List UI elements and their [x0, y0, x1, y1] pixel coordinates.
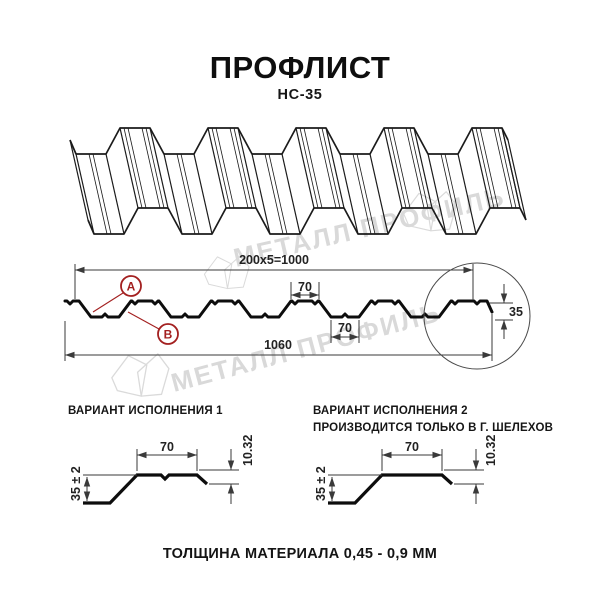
brand-logo-icon [111, 353, 170, 397]
callout-b-label: B [164, 328, 173, 342]
thickness-note: ТОЛЩИНА МАТЕРИАЛА 0,45 - 0,9 ММ [162, 546, 438, 562]
dim-top-flange: 70 [298, 280, 312, 294]
variant2-heading-line2: ПРОИЗВОДИТСЯ ТОЛЬКО В Г. ШЕЛЕХОВ [313, 422, 554, 434]
v2-dim-lip: 10.32 [484, 435, 498, 466]
v1-dim-lip: 10.32 [241, 435, 255, 466]
cross-section [63, 299, 494, 319]
profile-code: НС-35 [277, 87, 323, 103]
dim-coverage: 200x5=1000 [239, 253, 309, 267]
dim-total-width: 1060 [264, 338, 292, 352]
v2-dim-height: 35 ± 2 [314, 466, 328, 501]
callout-a-label: A [127, 280, 136, 294]
page-title: ПРОФЛИСТ [209, 50, 391, 85]
variant2-heading-line1: ВАРИАНТ ИСПОЛНЕНИЯ 2 [313, 405, 468, 417]
dim-bottom-flange: 70 [338, 321, 352, 335]
watermark-text: МЕТАЛЛ ПРОФИЛЬ [168, 297, 444, 398]
variant1-drawing: 70 10.32 35 ± 2 [69, 435, 255, 505]
v1-dim-height: 35 ± 2 [69, 466, 83, 501]
v1-dim-top: 70 [160, 440, 174, 454]
variant2-drawing: 70 10.32 35 ± 2 [314, 435, 498, 505]
sheet-3d-view [69, 127, 527, 235]
variant1-heading: ВАРИАНТ ИСПОЛНЕНИЯ 1 [68, 405, 223, 417]
dim-height: 35 [509, 305, 523, 319]
callout-a: A [92, 275, 142, 313]
callout-b: B [127, 311, 179, 345]
cross-section-dimensions: 200x5=1000 1060 70 70 35 [64, 253, 531, 370]
variant2-heading: ВАРИАНТ ИСПОЛНЕНИЯ 2 ПРОИЗВОДИТСЯ ТОЛЬКО… [313, 403, 553, 437]
v2-dim-top: 70 [405, 440, 419, 454]
detail-circle [423, 262, 531, 370]
